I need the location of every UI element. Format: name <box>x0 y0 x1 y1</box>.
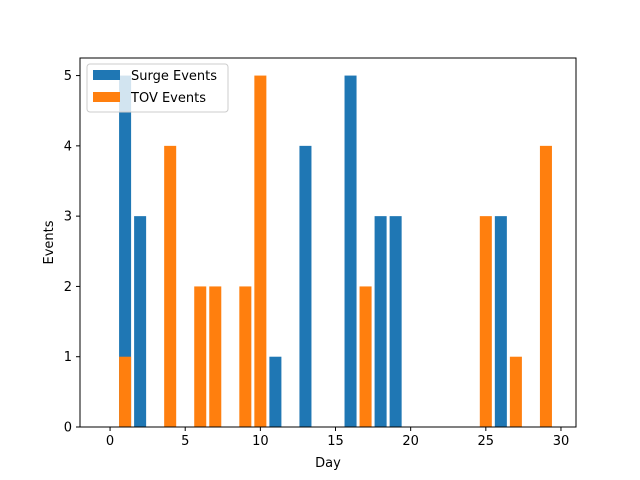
bar-tov-day-7 <box>209 286 222 427</box>
y-tick-label: 2 <box>64 280 72 295</box>
y-tick-label: 0 <box>64 421 72 436</box>
x-tick-label: 0 <box>106 434 114 449</box>
bar-tov-day-17 <box>359 286 372 427</box>
bar-tov-day-4 <box>164 145 177 428</box>
bar-surge-day-26 <box>494 216 507 427</box>
y-tick-label: 4 <box>64 139 72 154</box>
legend-label-surge: Surge Events <box>131 69 217 84</box>
legend-swatch-surge <box>93 70 120 80</box>
x-tick-label: 15 <box>327 434 344 449</box>
x-axis: 0 5 10 15 20 25 30 <box>106 427 569 449</box>
y-tick-label: 5 <box>64 69 72 84</box>
x-tick-label: 10 <box>252 434 269 449</box>
bar-tov-day-10 <box>254 75 267 427</box>
bar-surge-day-18 <box>374 216 387 427</box>
y-axis: 0 1 2 3 4 5 <box>64 69 80 436</box>
bar-tov-day-1 <box>119 356 132 427</box>
bar-tov-day-29 <box>539 145 552 428</box>
plot-frame <box>79 57 577 428</box>
bar-tov-day-27 <box>509 356 522 427</box>
x-axis-label: Day <box>315 456 341 471</box>
legend-label-tov: TOV Events <box>130 91 206 106</box>
x-tick-label: 5 <box>181 434 189 449</box>
legend-box <box>86 63 229 113</box>
bar-tov-day-25 <box>479 216 492 427</box>
bar-surge-day-11 <box>269 356 282 427</box>
x-tick-label: 25 <box>478 434 495 449</box>
y-tick-label: 3 <box>64 210 72 225</box>
bar-surge-day-2 <box>134 216 147 427</box>
legend: Surge Events TOV Events <box>86 63 229 113</box>
bar-tov-day-9 <box>239 286 252 427</box>
bars-layer <box>119 75 552 428</box>
bar-surge-day-13 <box>299 145 312 428</box>
y-tick-label: 1 <box>64 350 72 365</box>
x-tick-label: 20 <box>402 434 419 449</box>
bar-surge-day-19 <box>389 216 402 427</box>
y-axis-label: Events <box>42 220 57 264</box>
legend-swatch-tov <box>93 92 120 102</box>
bar-surge-day-1 <box>119 75 132 427</box>
bar-surge-day-16 <box>344 75 357 427</box>
bar-tov-day-6 <box>194 286 207 427</box>
x-tick-label: 30 <box>553 434 570 449</box>
